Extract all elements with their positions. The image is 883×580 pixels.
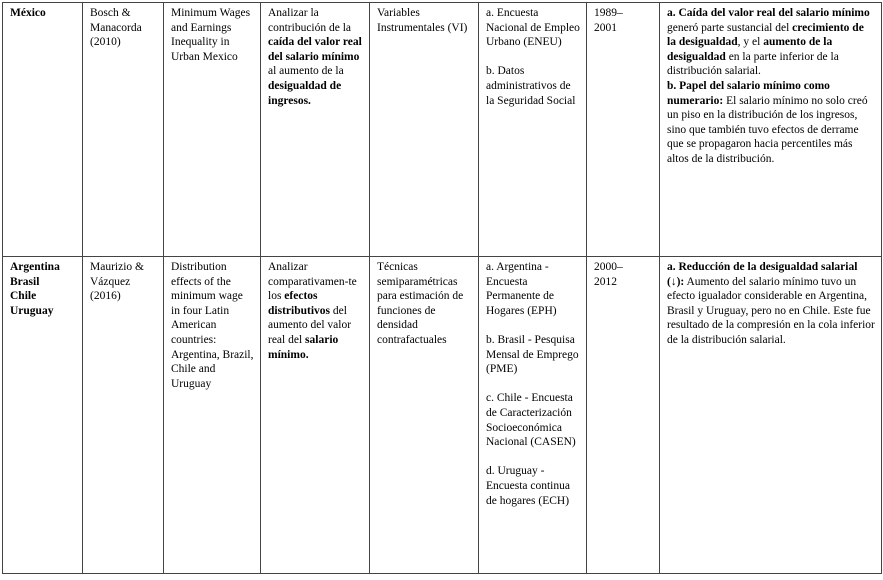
cell-period: 2000– 2012 <box>586 256 660 574</box>
cell-title: Minimum Wages and Earnings Inequality in… <box>163 2 261 257</box>
cell-data-sources: a. Encuesta Nacional de Empleo Urbano (E… <box>478 2 587 257</box>
cell-method: Variables Instrumentales (VI) <box>369 2 479 257</box>
cell-findings: a. Reducción de la desigualdad salarial … <box>659 256 882 574</box>
cell-data-sources: a. Argentina - Encuesta Permanente de Ho… <box>478 256 587 574</box>
cell-title: Distribution effects of the minimum wage… <box>163 256 261 574</box>
cell-objective: Analizar la contribución de la caída del… <box>260 2 370 257</box>
cell-objective: Analizar comparativamen-te los efectos d… <box>260 256 370 574</box>
table-row: Argentina Brasil Chile Uruguay Maurizio … <box>2 256 882 574</box>
cell-authors: Maurizio & Vázquez (2016) <box>82 256 164 574</box>
cell-method: Técnicas semiparamétricas para estimació… <box>369 256 479 574</box>
cell-authors: Bosch & Manacorda (2010) <box>82 2 164 257</box>
cell-period: 1989– 2001 <box>586 2 660 257</box>
table-row: México Bosch & Manacorda (2010) Minimum … <box>2 2 882 257</box>
cell-country: México <box>2 2 83 257</box>
cell-findings: a. Caída del valor real del salario míni… <box>659 2 882 257</box>
cell-country: Argentina Brasil Chile Uruguay <box>2 256 83 574</box>
